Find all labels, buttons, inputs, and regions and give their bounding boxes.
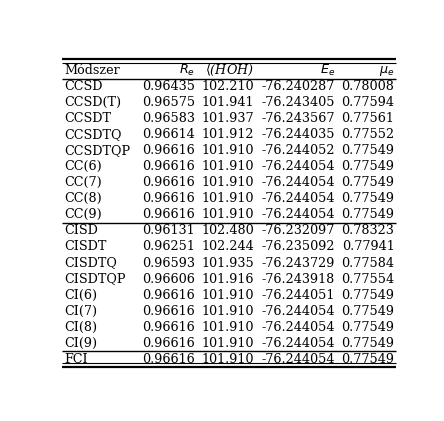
- Text: -76.243729: -76.243729: [262, 256, 335, 269]
- Text: -76.244052: -76.244052: [262, 144, 335, 157]
- Text: CCSDTQP: CCSDTQP: [64, 144, 130, 157]
- Text: CISD: CISD: [64, 224, 98, 237]
- Text: 0.96435: 0.96435: [142, 80, 195, 93]
- Text: CISDTQ: CISDTQ: [64, 256, 117, 269]
- Text: -76.244035: -76.244035: [262, 128, 335, 141]
- Text: 0.96616: 0.96616: [143, 208, 195, 221]
- Text: 101.910: 101.910: [202, 160, 254, 173]
- Text: -76.244054: -76.244054: [262, 353, 335, 366]
- Text: CCSDTQ: CCSDTQ: [64, 128, 122, 141]
- Text: CC(7): CC(7): [64, 176, 102, 189]
- Text: -76.244054: -76.244054: [262, 321, 335, 334]
- Text: 0.96616: 0.96616: [143, 289, 195, 301]
- Text: 101.910: 101.910: [202, 305, 254, 317]
- Text: FCI: FCI: [64, 353, 88, 366]
- Text: 0.96616: 0.96616: [143, 337, 195, 350]
- Text: 101.941: 101.941: [202, 96, 254, 109]
- Text: 0.96614: 0.96614: [143, 128, 195, 141]
- Text: -76.244054: -76.244054: [262, 160, 335, 173]
- Text: 0.96575: 0.96575: [142, 96, 195, 109]
- Text: 101.910: 101.910: [202, 289, 254, 301]
- Text: -76.243918: -76.243918: [262, 272, 335, 285]
- Text: -76.244054: -76.244054: [262, 337, 335, 350]
- Text: 102.244: 102.244: [202, 240, 254, 253]
- Text: 101.910: 101.910: [202, 337, 254, 350]
- Text: 0.77549: 0.77549: [341, 305, 394, 317]
- Text: -76.243405: -76.243405: [262, 96, 335, 109]
- Text: 102.210: 102.210: [202, 80, 254, 93]
- Text: CI(8): CI(8): [64, 321, 97, 334]
- Text: -76.243567: -76.243567: [262, 112, 335, 125]
- Text: 0.77584: 0.77584: [341, 256, 394, 269]
- Text: 0.77549: 0.77549: [341, 337, 394, 350]
- Text: 0.77554: 0.77554: [341, 272, 394, 285]
- Text: CISDT: CISDT: [64, 240, 107, 253]
- Text: 0.77941: 0.77941: [342, 240, 394, 253]
- Text: 0.96616: 0.96616: [143, 160, 195, 173]
- Text: -76.244054: -76.244054: [262, 176, 335, 189]
- Text: 0.77549: 0.77549: [341, 321, 394, 334]
- Text: CC(8): CC(8): [64, 192, 102, 205]
- Text: CCSD: CCSD: [64, 80, 103, 93]
- Text: -76.244051: -76.244051: [262, 289, 335, 301]
- Text: 0.77549: 0.77549: [341, 353, 394, 366]
- Text: 0.77549: 0.77549: [341, 192, 394, 205]
- Text: $\mu_e$: $\mu_e$: [379, 64, 394, 77]
- Text: 0.96616: 0.96616: [143, 305, 195, 317]
- Text: 101.910: 101.910: [202, 208, 254, 221]
- Text: 0.96616: 0.96616: [143, 321, 195, 334]
- Text: 101.935: 101.935: [202, 256, 254, 269]
- Text: Módszer: Módszer: [64, 64, 120, 77]
- Text: 0.96616: 0.96616: [143, 192, 195, 205]
- Text: 0.78008: 0.78008: [341, 80, 394, 93]
- Text: 0.77549: 0.77549: [341, 289, 394, 301]
- Text: CI(6): CI(6): [64, 289, 97, 301]
- Text: 0.77549: 0.77549: [341, 208, 394, 221]
- Text: -76.235092: -76.235092: [262, 240, 335, 253]
- Text: 0.96583: 0.96583: [142, 112, 195, 125]
- Text: 101.910: 101.910: [202, 353, 254, 366]
- Text: CC(9): CC(9): [64, 208, 102, 221]
- Text: -76.232097: -76.232097: [262, 224, 335, 237]
- Text: 0.78323: 0.78323: [341, 224, 394, 237]
- Text: CCSD(T): CCSD(T): [64, 96, 121, 109]
- Text: 101.916: 101.916: [202, 272, 254, 285]
- Text: 0.77549: 0.77549: [341, 144, 394, 157]
- Text: -76.244054: -76.244054: [262, 305, 335, 317]
- Text: CI(7): CI(7): [64, 305, 97, 317]
- Text: 0.77549: 0.77549: [341, 160, 394, 173]
- Text: $\langle$(HOH): $\langle$(HOH): [206, 63, 254, 78]
- Text: -76.240287: -76.240287: [262, 80, 335, 93]
- Text: CISDTQP: CISDTQP: [64, 272, 126, 285]
- Text: 0.96616: 0.96616: [143, 353, 195, 366]
- Text: 0.77552: 0.77552: [341, 128, 394, 141]
- Text: 0.96251: 0.96251: [143, 240, 195, 253]
- Text: 0.96593: 0.96593: [142, 256, 195, 269]
- Text: 101.910: 101.910: [202, 144, 254, 157]
- Text: 101.912: 101.912: [202, 128, 254, 141]
- Text: 101.910: 101.910: [202, 192, 254, 205]
- Text: 0.96606: 0.96606: [143, 272, 195, 285]
- Text: 101.910: 101.910: [202, 176, 254, 189]
- Text: -76.244054: -76.244054: [262, 208, 335, 221]
- Text: 0.77594: 0.77594: [341, 96, 394, 109]
- Text: 0.96131: 0.96131: [143, 224, 195, 237]
- Text: 102.480: 102.480: [202, 224, 254, 237]
- Text: 0.96616: 0.96616: [143, 144, 195, 157]
- Text: $R_e$: $R_e$: [179, 63, 195, 78]
- Text: $E_e$: $E_e$: [320, 63, 335, 78]
- Text: 0.77561: 0.77561: [341, 112, 394, 125]
- Text: CCSDT: CCSDT: [64, 112, 111, 125]
- Text: 101.937: 101.937: [202, 112, 254, 125]
- Text: CI(9): CI(9): [64, 337, 97, 350]
- Text: -76.244054: -76.244054: [262, 192, 335, 205]
- Text: 0.77549: 0.77549: [341, 176, 394, 189]
- Text: CC(6): CC(6): [64, 160, 102, 173]
- Text: 101.910: 101.910: [202, 321, 254, 334]
- Text: 0.96616: 0.96616: [143, 176, 195, 189]
